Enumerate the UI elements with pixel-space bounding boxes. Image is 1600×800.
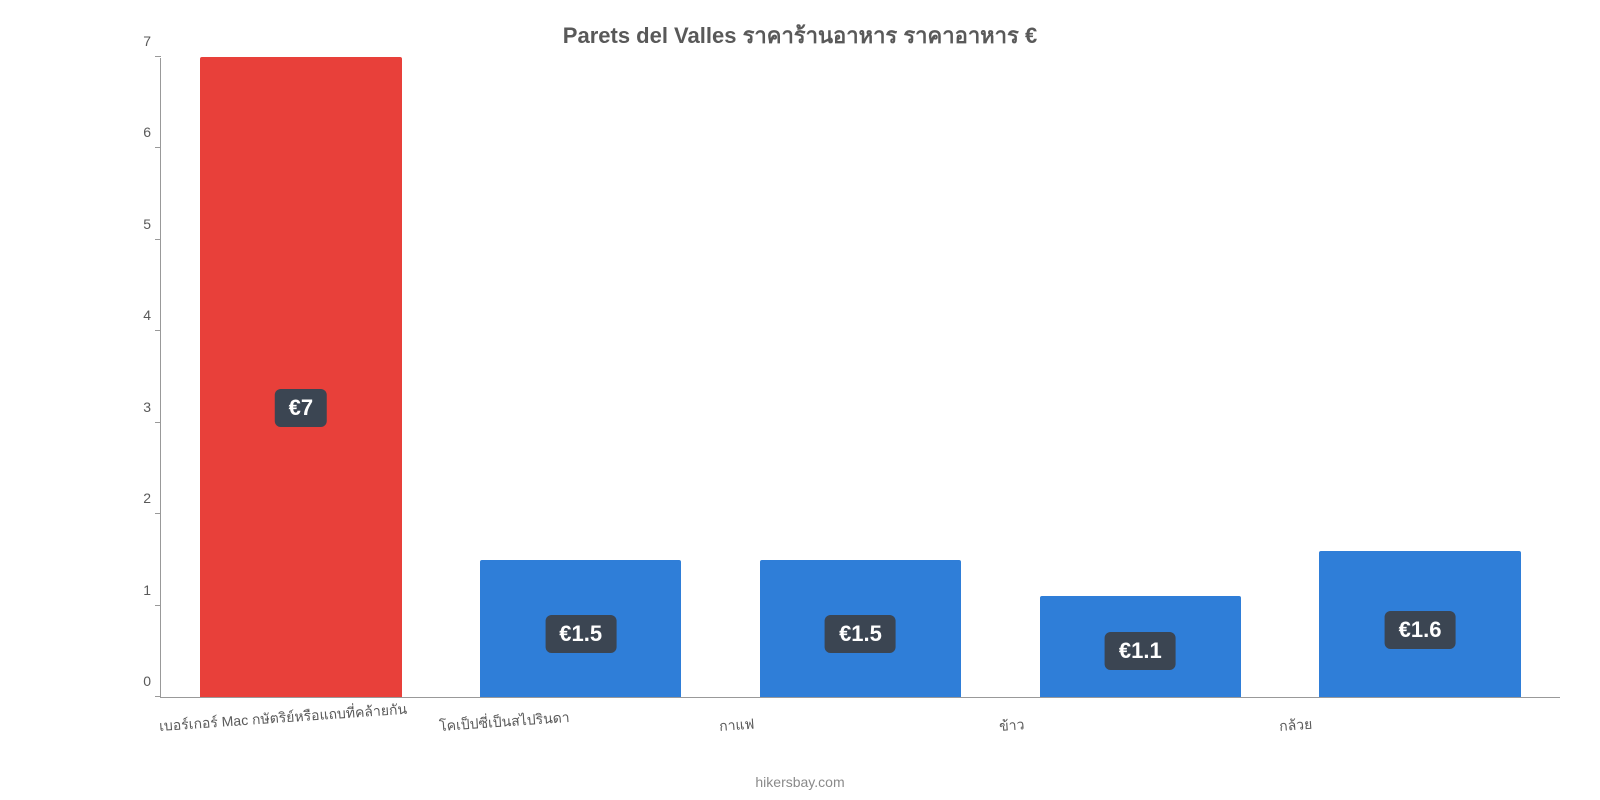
x-label-slot: ข้าว [1000,702,1280,762]
x-axis-label: ข้าว [998,714,1025,738]
y-tick-mark [155,605,161,606]
x-axis-label: เบอร์เกอร์ Mac กษัตริย์หรือแถบที่คล้ายกั… [158,699,407,738]
x-label-slot: โคเป็ปซี่เป็นสไปรินดา [440,702,720,762]
bar-slot: €7 [161,58,441,697]
chart-title: Parets del Valles ราคาร้านอาหาร ราคาอาหา… [0,18,1600,53]
bar: €1.5 [760,560,961,697]
bar-slot: €1.5 [441,58,721,697]
bar-slot: €1.5 [721,58,1001,697]
value-badge: €1.1 [1105,632,1176,670]
price-chart: Parets del Valles ราคาร้านอาหาร ราคาอาหา… [0,0,1600,800]
y-tick-mark [155,239,161,240]
y-tick-mark [155,513,161,514]
y-tick-label: 4 [111,307,151,323]
x-axis-label: กล้วย [1278,714,1313,738]
y-tick-mark [155,56,161,57]
y-tick-mark [155,422,161,423]
bar: €1.5 [480,560,681,697]
value-badge: €7 [275,389,327,427]
bar: €1.6 [1319,551,1520,697]
x-label-slot: กาแฟ [720,702,1000,762]
value-badge: €1.5 [825,615,896,653]
y-tick-mark [155,147,161,148]
y-tick-mark [155,696,161,697]
y-tick-label: 6 [111,124,151,140]
bar: €1.1 [1040,596,1241,697]
x-axis-label: โคเป็ปซี่เป็นสไปรินดา [438,707,570,738]
value-badge: €1.6 [1385,611,1456,649]
y-tick-label: 1 [111,582,151,598]
value-badge: €1.5 [545,615,616,653]
bar-slot: €1.1 [1000,58,1280,697]
bar-slot: €1.6 [1280,58,1560,697]
bar: €7 [200,57,401,697]
plot-area: €7€1.5€1.5€1.1€1.6 01234567 [160,58,1560,698]
y-tick-label: 5 [111,216,151,232]
y-tick-label: 0 [111,673,151,689]
y-tick-mark [155,330,161,331]
x-label-slot: กล้วย [1280,702,1560,762]
x-axis-label: กาแฟ [718,714,755,738]
y-tick-label: 3 [111,399,151,415]
y-tick-label: 2 [111,490,151,506]
y-tick-label: 7 [111,33,151,49]
attribution-text: hikersbay.com [0,774,1600,790]
x-axis-labels: เบอร์เกอร์ Mac กษัตริย์หรือแถบที่คล้ายกั… [160,702,1560,762]
x-label-slot: เบอร์เกอร์ Mac กษัตริย์หรือแถบที่คล้ายกั… [160,702,440,762]
bars-container: €7 €1.5 €1.5 €1.1 €1.6 [161,58,1560,697]
